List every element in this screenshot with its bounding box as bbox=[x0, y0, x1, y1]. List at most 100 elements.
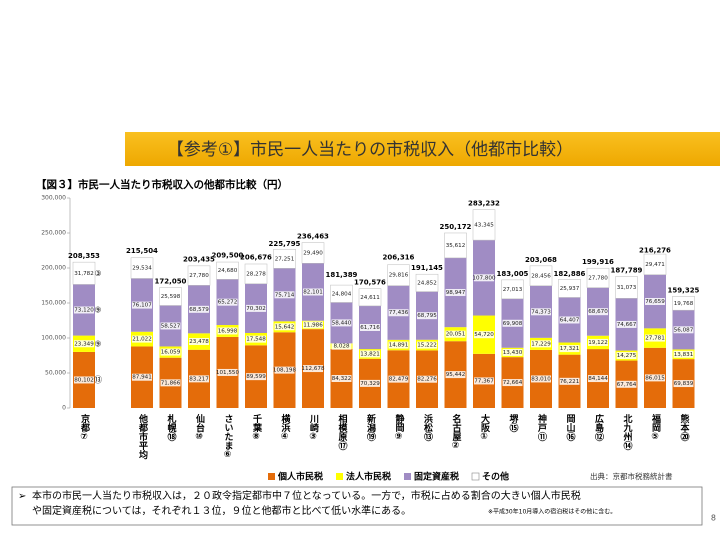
legend-label: 個人市民税 bbox=[277, 471, 323, 483]
value-label-bg bbox=[616, 283, 637, 291]
total-label: 206,316 bbox=[383, 254, 415, 262]
x-tick-label: 大阪① bbox=[479, 413, 490, 442]
page-number: 8 bbox=[711, 514, 716, 523]
value-label: 69,908 bbox=[503, 321, 523, 327]
value-label-bg bbox=[588, 308, 608, 316]
value-label-bg bbox=[217, 368, 238, 376]
x-tick-label: 新潟⑲ bbox=[365, 413, 376, 442]
value-label: 15,222 bbox=[417, 343, 437, 349]
value-label-bg bbox=[274, 291, 295, 299]
value-label-bg bbox=[331, 319, 352, 327]
value-label-bg bbox=[502, 285, 523, 293]
y-tick-label: 150,000 bbox=[41, 300, 66, 307]
value-label: 23,478 bbox=[189, 339, 209, 345]
value-label: 29,471 bbox=[645, 262, 665, 268]
value-label: 61,716 bbox=[360, 325, 380, 331]
total-label: 191,145 bbox=[411, 264, 443, 272]
value-label-bg bbox=[445, 241, 466, 249]
value-label: 16,059 bbox=[161, 350, 181, 356]
note-small: ※平成30年10月導入の宿泊税はその他に含む。 bbox=[488, 508, 616, 516]
value-label: 82,101 bbox=[303, 289, 323, 295]
value-label-bg bbox=[360, 350, 380, 358]
value-label-bg bbox=[74, 376, 94, 384]
total-label: 203,068 bbox=[525, 256, 557, 264]
total-label: 250,172 bbox=[440, 223, 472, 231]
x-tick-label: 他都市平均 bbox=[137, 413, 149, 460]
value-label: 84,144 bbox=[588, 376, 608, 382]
x-tick-label: 静岡⑨ bbox=[394, 413, 405, 442]
value-label: 17,321 bbox=[560, 346, 580, 352]
banner: 【参考①】市民一人当たりの市税収入（他都市比較） bbox=[167, 140, 573, 160]
legend-label: その他 bbox=[482, 471, 509, 483]
value-label-bg bbox=[531, 375, 551, 383]
value-label-bg bbox=[246, 270, 266, 278]
y-tick-label: 50,000 bbox=[45, 370, 66, 377]
total-label: 182,886 bbox=[554, 270, 586, 278]
total-label: 183,005 bbox=[497, 270, 529, 278]
value-label-bg bbox=[417, 375, 437, 383]
value-label-bg bbox=[673, 326, 694, 334]
rank-label: ⑨ bbox=[94, 305, 101, 314]
value-label: 83,010 bbox=[531, 376, 551, 382]
rank-label: ⑨ bbox=[94, 339, 101, 348]
total-label: 236,463 bbox=[297, 232, 329, 240]
value-label-bg bbox=[388, 271, 409, 279]
total-label: 209,500 bbox=[212, 251, 244, 259]
value-label-bg bbox=[559, 316, 580, 324]
total-label: 170,576 bbox=[354, 279, 386, 287]
x-tick-label: 川崎③ bbox=[308, 414, 320, 442]
value-label: 95,442 bbox=[446, 372, 466, 378]
value-label-bg bbox=[274, 366, 295, 374]
value-label-bg bbox=[616, 380, 637, 388]
total-label: 215,504 bbox=[126, 247, 158, 255]
value-label: 54,720 bbox=[474, 332, 494, 338]
value-label-bg bbox=[388, 341, 409, 349]
value-label-bg bbox=[645, 334, 665, 342]
value-label: 71,866 bbox=[161, 380, 181, 386]
value-label: 25,598 bbox=[161, 294, 181, 300]
value-label: 24,611 bbox=[360, 295, 380, 301]
x-tick-label: 千葉⑧ bbox=[251, 413, 263, 442]
value-label-bg bbox=[217, 267, 238, 275]
x-tick-label: 福岡⑤ bbox=[650, 413, 662, 442]
rank-label: ⑬ bbox=[94, 375, 102, 384]
legend-swatch bbox=[336, 473, 343, 480]
value-label: 28,456 bbox=[531, 273, 551, 279]
value-label: 74,667 bbox=[617, 322, 637, 328]
value-label-bg bbox=[474, 377, 494, 385]
value-label-bg bbox=[160, 322, 181, 330]
total-label: 181,389 bbox=[326, 271, 358, 279]
x-tick-label: 札幌⑱ bbox=[166, 413, 178, 442]
value-label-bg bbox=[360, 379, 380, 387]
value-label-bg bbox=[132, 264, 152, 272]
value-label-bg bbox=[559, 284, 580, 292]
total-label: 172,050 bbox=[155, 278, 187, 286]
x-tick-label: 浜松⑬ bbox=[422, 413, 433, 442]
x-tick-label: 名古屋② bbox=[451, 413, 462, 451]
total-label: 283,232 bbox=[468, 200, 500, 208]
value-label-bg bbox=[360, 293, 380, 301]
x-tick-label: 岡山⑯ bbox=[565, 414, 576, 442]
value-label-bg bbox=[417, 341, 437, 349]
value-label-bg bbox=[274, 323, 295, 331]
total-label: 216,276 bbox=[639, 247, 671, 255]
value-label-bg bbox=[616, 320, 637, 328]
value-label: 70,302 bbox=[246, 306, 266, 312]
value-label-bg bbox=[74, 340, 94, 348]
value-label-bg bbox=[445, 289, 466, 297]
value-label: 76,221 bbox=[560, 379, 580, 385]
value-label-bg bbox=[303, 249, 323, 257]
note-line: や固定資産税については，それぞれ１３位，９位と他都市と比べて低い水準にある。 bbox=[32, 504, 411, 517]
value-label: 108,198 bbox=[273, 368, 297, 374]
value-label-bg bbox=[531, 272, 551, 280]
value-label-bg bbox=[531, 340, 551, 348]
value-label: 24,804 bbox=[332, 291, 352, 297]
value-label: 27,780 bbox=[189, 273, 209, 279]
legend-label: 法人市民税 bbox=[346, 471, 391, 483]
source: 出典：京都市税務統計書 bbox=[590, 471, 673, 481]
y-tick-label: 200,000 bbox=[41, 265, 66, 272]
value-label-bg bbox=[246, 373, 266, 381]
x-tick-label: 堺⑮ bbox=[508, 413, 519, 433]
value-label: 76,107 bbox=[132, 303, 152, 309]
note-bullet: ➢ bbox=[18, 491, 26, 502]
